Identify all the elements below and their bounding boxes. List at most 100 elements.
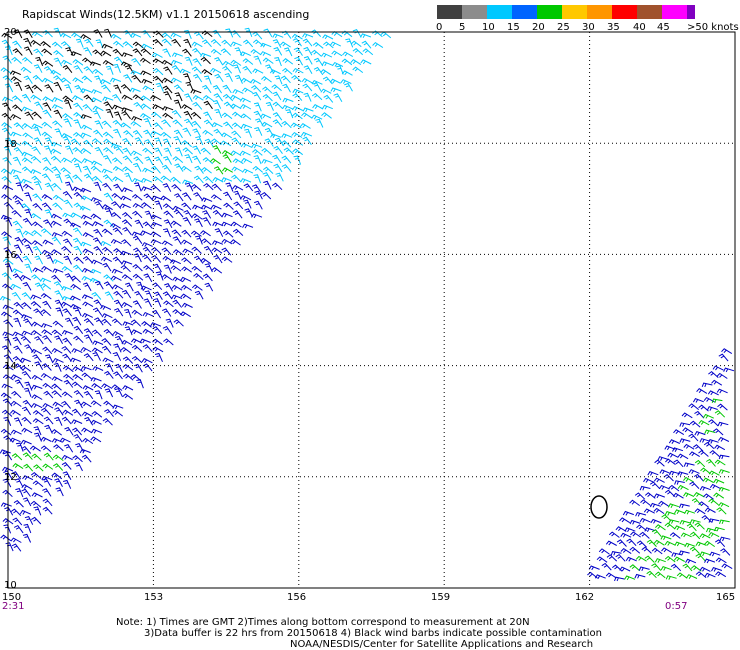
wind-barb	[210, 204, 222, 210]
wind-barb	[704, 429, 716, 435]
wind-barb	[113, 248, 124, 255]
wind-barb	[162, 48, 171, 58]
wind-barb	[154, 352, 163, 362]
wind-barb	[132, 273, 144, 281]
wind-barb	[243, 183, 254, 192]
wind-barb	[53, 281, 64, 290]
wind-barb	[230, 59, 242, 66]
wind-barb	[140, 70, 152, 76]
wind-barb	[3, 201, 14, 210]
wind-barb	[714, 459, 726, 466]
wind-barb	[230, 103, 242, 110]
wind-barb	[350, 59, 362, 66]
wind-barb	[615, 553, 626, 562]
wind-barb	[667, 503, 679, 509]
wind-barb	[203, 182, 214, 191]
wind-barb	[4, 45, 13, 56]
wind-barb	[212, 209, 223, 218]
wind-barb	[587, 571, 598, 579]
wind-barb	[42, 109, 52, 118]
wind-barb	[259, 51, 272, 56]
wind-barb	[33, 432, 42, 442]
wind-barb	[665, 575, 677, 580]
wind-barb	[200, 56, 211, 65]
wind-barb	[59, 437, 71, 443]
wind-barb	[83, 334, 93, 344]
wind-barb	[61, 329, 73, 335]
wind-barb	[11, 291, 22, 301]
wind-barb	[239, 51, 252, 57]
wind-barb	[33, 64, 43, 73]
wind-barb	[291, 75, 302, 83]
wind-barb	[12, 463, 24, 470]
wind-barb	[80, 88, 92, 93]
wind-barb	[222, 84, 232, 94]
wind-barb	[110, 238, 122, 245]
wind-barb	[1, 231, 12, 238]
wind-barb	[63, 99, 72, 110]
wind-barb	[693, 473, 704, 482]
wind-barb	[708, 531, 720, 538]
colorbar-segment	[662, 5, 687, 19]
wind-barb	[24, 344, 34, 353]
wind-barb	[73, 307, 82, 317]
wind-barb	[32, 480, 44, 488]
wind-barb	[31, 146, 41, 155]
wind-barb	[13, 317, 22, 327]
wind-barb	[125, 282, 134, 292]
wind-barb	[162, 138, 172, 148]
wind-barb	[124, 326, 133, 336]
wind-barb	[130, 319, 142, 327]
wind-barb	[33, 126, 42, 136]
wind-barb	[718, 469, 730, 474]
wind-barb	[11, 268, 23, 274]
wind-barb	[162, 203, 174, 211]
wind-barb	[133, 156, 144, 165]
wind-barb	[624, 527, 636, 533]
wind-barb	[707, 438, 719, 444]
wind-barb	[94, 120, 104, 130]
wind-barb	[42, 506, 53, 515]
wind-barb	[250, 78, 262, 85]
wind-barb	[251, 143, 263, 149]
wind-barb	[221, 256, 233, 263]
wind-barb	[299, 123, 311, 129]
wind-barb	[151, 309, 162, 319]
wind-barb	[2, 55, 12, 64]
wind-barb	[144, 290, 153, 300]
wind-barb	[678, 503, 690, 509]
wind-barb	[89, 61, 101, 67]
wind-barb	[64, 426, 74, 436]
wind-barb	[2, 304, 14, 310]
wind-barb	[131, 355, 143, 364]
wind-barb	[12, 194, 24, 202]
wind-barb	[291, 131, 303, 138]
wind-barb	[704, 507, 716, 513]
wind-barb	[282, 104, 294, 110]
wind-barb	[41, 131, 53, 139]
wind-barb	[172, 236, 182, 245]
wind-barb	[52, 194, 64, 202]
wind-barb	[22, 183, 34, 191]
wind-barb	[83, 328, 94, 337]
wind-barb	[703, 396, 715, 403]
wind-barb	[314, 57, 324, 67]
wind-barb	[212, 29, 222, 38]
wind-barb	[641, 546, 652, 554]
wind-barb	[91, 259, 103, 265]
wind-barb	[170, 176, 181, 184]
lon-tick-label: 150	[2, 592, 22, 603]
wind-barb	[121, 274, 133, 281]
wind-barb	[161, 38, 172, 46]
wind-barb	[280, 41, 291, 48]
wind-barb	[83, 66, 94, 74]
wind-barb	[254, 127, 263, 136]
wind-barb	[101, 43, 113, 49]
wind-barb	[81, 411, 93, 417]
wind-barb	[202, 217, 212, 226]
wind-barb	[192, 73, 203, 83]
wind-barb	[668, 519, 680, 524]
wind-barb	[11, 390, 22, 399]
wind-barb	[242, 87, 253, 94]
wind-barb	[181, 202, 192, 211]
